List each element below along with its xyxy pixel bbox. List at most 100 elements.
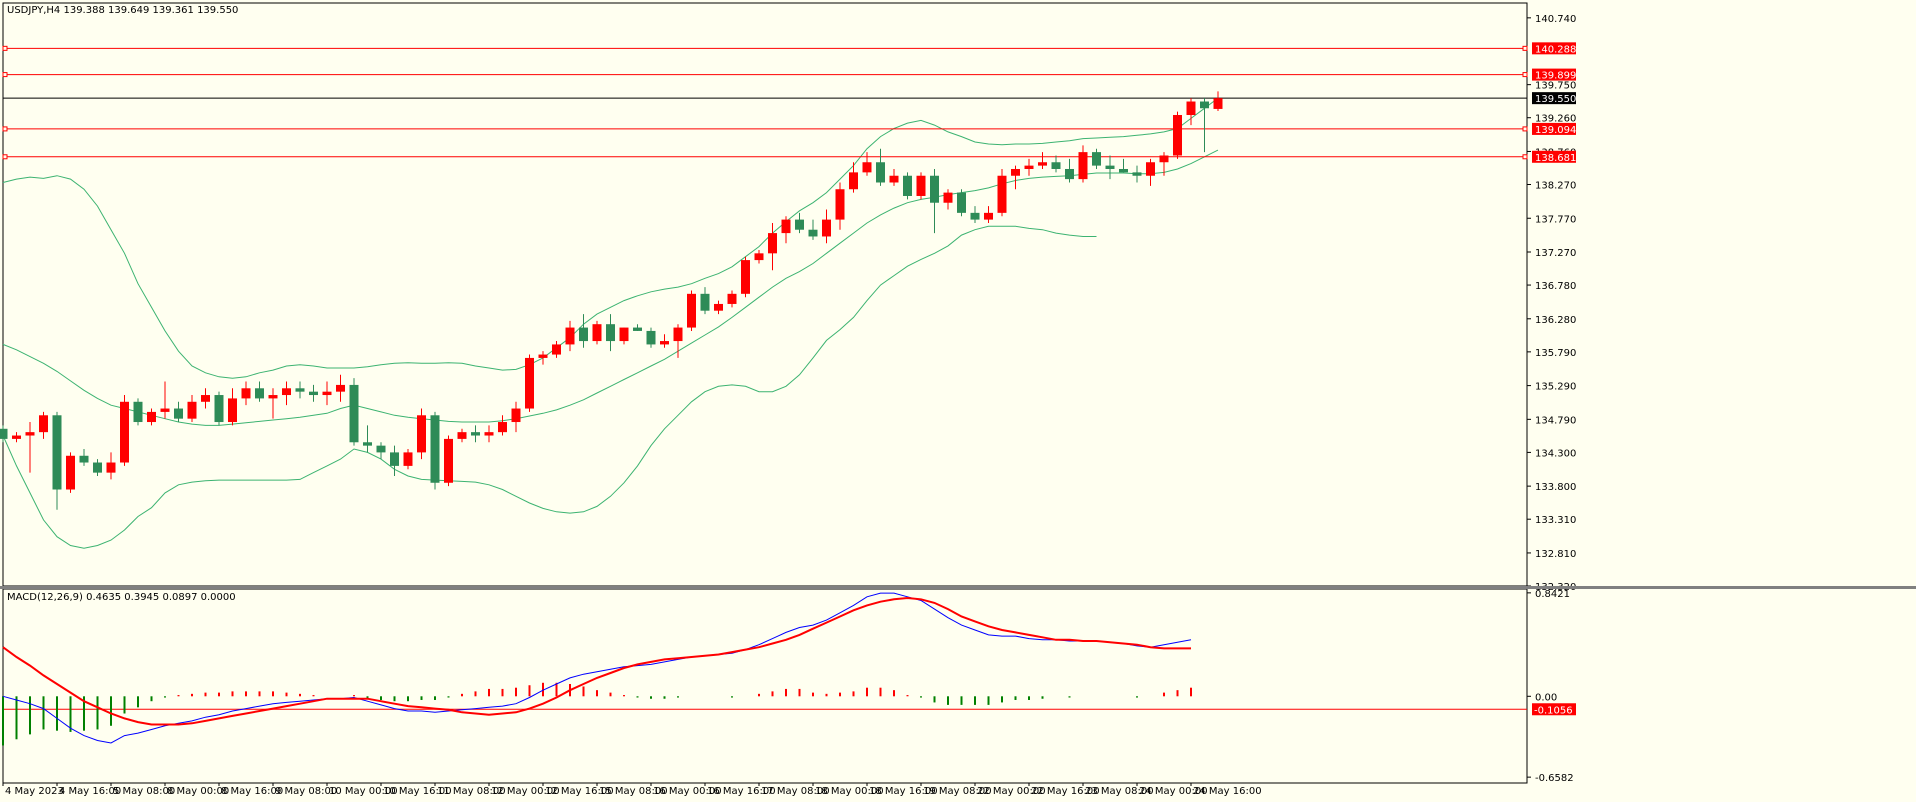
candle-body[interactable] bbox=[849, 172, 858, 190]
candle-body[interactable] bbox=[160, 408, 170, 412]
candle-body[interactable] bbox=[930, 175, 939, 203]
candle-body[interactable] bbox=[187, 401, 197, 419]
candle-body[interactable] bbox=[12, 435, 21, 439]
candle-body[interactable] bbox=[376, 445, 386, 453]
candle-body[interactable] bbox=[390, 452, 399, 466]
level-handle-right[interactable] bbox=[1522, 72, 1528, 78]
candle-body[interactable] bbox=[1011, 168, 1020, 176]
candle-body[interactable] bbox=[1132, 172, 1142, 176]
candle-body[interactable] bbox=[633, 327, 642, 331]
candle-body[interactable] bbox=[457, 432, 467, 439]
candle-body[interactable] bbox=[1146, 162, 1155, 176]
candle-body[interactable] bbox=[916, 175, 926, 196]
candle-body[interactable] bbox=[363, 442, 372, 446]
candle-body[interactable] bbox=[1038, 162, 1047, 166]
candle-body[interactable] bbox=[133, 401, 143, 423]
candle-body[interactable] bbox=[309, 391, 318, 396]
candle-body[interactable] bbox=[889, 175, 899, 183]
candle-body[interactable] bbox=[970, 212, 980, 220]
candle-body[interactable] bbox=[1200, 101, 1209, 109]
candle-body[interactable] bbox=[1024, 165, 1034, 169]
candle-body[interactable] bbox=[552, 344, 561, 355]
candle-body[interactable] bbox=[241, 388, 251, 399]
candle-body[interactable] bbox=[1092, 152, 1101, 166]
candle-body[interactable] bbox=[484, 432, 494, 436]
candle-body[interactable] bbox=[471, 432, 480, 436]
candle-body[interactable] bbox=[525, 357, 534, 409]
candle-body[interactable] bbox=[39, 415, 48, 433]
candle-body[interactable] bbox=[768, 233, 777, 254]
candle-body[interactable] bbox=[268, 395, 278, 399]
candle-body[interactable] bbox=[66, 455, 75, 490]
candle-body[interactable] bbox=[835, 189, 845, 220]
candle-body[interactable] bbox=[228, 398, 237, 423]
candle-body[interactable] bbox=[808, 229, 818, 237]
candle-body[interactable] bbox=[511, 408, 521, 423]
candle-body[interactable] bbox=[444, 438, 453, 483]
candle-body[interactable] bbox=[322, 391, 332, 396]
candle-body[interactable] bbox=[943, 192, 953, 203]
candle-body[interactable] bbox=[1119, 168, 1128, 173]
candle-body[interactable] bbox=[214, 395, 224, 423]
candle-body[interactable] bbox=[1159, 155, 1169, 163]
level-handle-left[interactable] bbox=[2, 126, 8, 132]
candle-body[interactable] bbox=[79, 455, 89, 463]
candle-body[interactable] bbox=[822, 219, 831, 237]
candle-body[interactable] bbox=[727, 293, 737, 304]
candle-body[interactable] bbox=[538, 354, 548, 358]
candle-body[interactable] bbox=[997, 175, 1007, 213]
candle-body[interactable] bbox=[984, 212, 993, 220]
candle-body[interactable] bbox=[336, 384, 345, 392]
candle-body[interactable] bbox=[592, 324, 602, 342]
candle-body[interactable] bbox=[1078, 152, 1088, 180]
candle-body[interactable] bbox=[673, 327, 683, 342]
candle-body[interactable] bbox=[714, 303, 723, 311]
candle-body[interactable] bbox=[174, 408, 183, 419]
candle-body[interactable] bbox=[106, 462, 116, 473]
level-handle-left[interactable] bbox=[2, 154, 8, 160]
candle-body[interactable] bbox=[646, 330, 656, 345]
candle-body[interactable] bbox=[403, 452, 413, 466]
candle-body[interactable] bbox=[1105, 165, 1115, 169]
candle-body[interactable] bbox=[1213, 98, 1223, 109]
candle-body[interactable] bbox=[1186, 101, 1196, 116]
candle-body[interactable] bbox=[1065, 168, 1074, 180]
candle-body[interactable] bbox=[349, 384, 359, 443]
candle-body[interactable] bbox=[754, 253, 764, 261]
candle-body[interactable] bbox=[498, 422, 507, 433]
level-handle-left[interactable] bbox=[2, 45, 8, 51]
candle-body[interactable] bbox=[579, 327, 588, 342]
candle-body[interactable] bbox=[741, 260, 750, 294]
candle-body[interactable] bbox=[903, 175, 912, 196]
level-handle-right[interactable] bbox=[1522, 154, 1528, 160]
candle-body[interactable] bbox=[120, 401, 129, 463]
candle-body[interactable] bbox=[795, 219, 804, 230]
candle-body[interactable] bbox=[147, 411, 156, 423]
candle-body[interactable] bbox=[430, 415, 440, 483]
candle-body[interactable] bbox=[565, 327, 575, 345]
candle-body[interactable] bbox=[25, 432, 35, 436]
candle-body[interactable] bbox=[0, 428, 8, 439]
candle-body[interactable] bbox=[1051, 162, 1061, 169]
candle-body[interactable] bbox=[93, 462, 102, 473]
level-handle-right[interactable] bbox=[1522, 45, 1528, 51]
candle-body[interactable] bbox=[295, 388, 305, 392]
candle-body[interactable] bbox=[606, 324, 615, 342]
candle-body[interactable] bbox=[876, 162, 885, 183]
candle-body[interactable] bbox=[862, 162, 872, 173]
candle-body[interactable] bbox=[619, 327, 629, 342]
price-pane[interactable]: 140.740139.750139.260138.760138.270137.7… bbox=[0, 2, 1576, 593]
candle-body[interactable] bbox=[417, 415, 426, 453]
candle-body[interactable] bbox=[957, 192, 966, 213]
candle-body[interactable] bbox=[255, 388, 264, 399]
candle-body[interactable] bbox=[781, 219, 791, 234]
candle-body[interactable] bbox=[687, 293, 696, 328]
candle-body[interactable] bbox=[660, 341, 669, 345]
level-handle-right[interactable] bbox=[1522, 126, 1528, 132]
candle-body[interactable] bbox=[700, 293, 710, 311]
candle-body[interactable] bbox=[1173, 115, 1182, 156]
candle-body[interactable] bbox=[282, 388, 291, 396]
level-handle-left[interactable] bbox=[2, 72, 8, 78]
candle-body[interactable] bbox=[201, 395, 210, 402]
